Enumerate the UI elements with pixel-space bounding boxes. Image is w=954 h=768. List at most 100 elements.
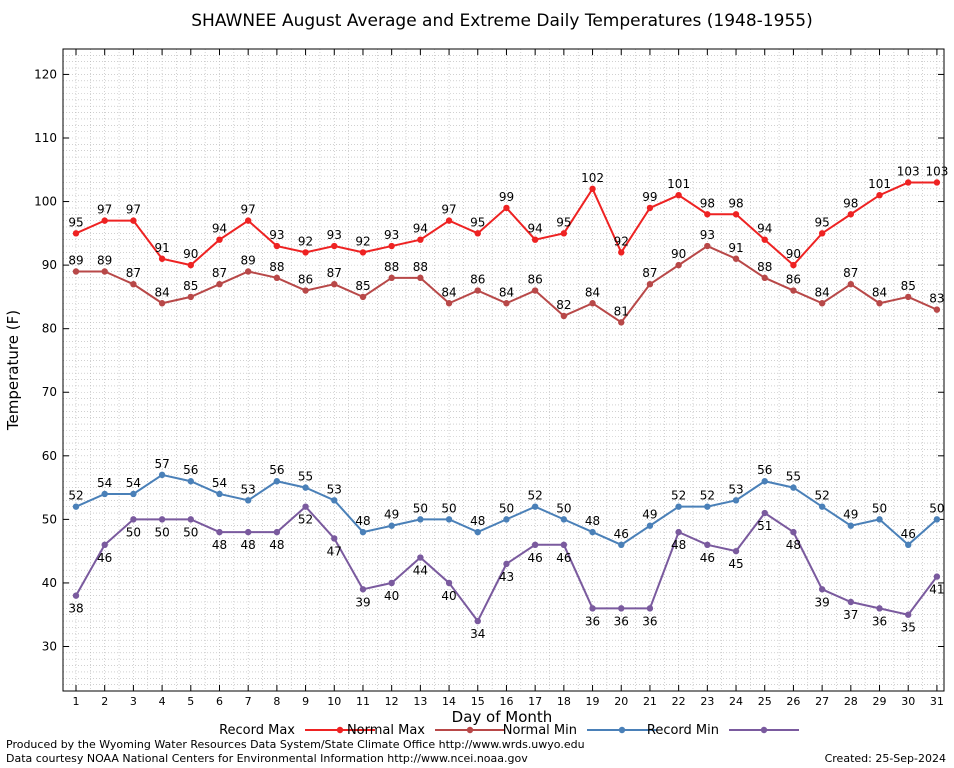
data-point-normal-max bbox=[560, 312, 568, 320]
data-label-record-min: 40 bbox=[384, 589, 399, 603]
data-point-record-min bbox=[560, 541, 568, 549]
x-tick-label: 19 bbox=[586, 695, 600, 708]
data-label-record-min: 36 bbox=[642, 614, 657, 628]
data-point-normal-min bbox=[589, 528, 596, 536]
data-point-record-min bbox=[158, 516, 166, 523]
data-label-record-max: 90 bbox=[786, 247, 801, 261]
x-tick-label: 6 bbox=[216, 695, 223, 708]
data-label-record-min: 52 bbox=[298, 513, 313, 527]
data-point-record-max bbox=[302, 249, 309, 256]
data-point-record-min bbox=[417, 554, 424, 561]
data-label-normal-max: 87 bbox=[327, 266, 342, 280]
y-tick-label: 50 bbox=[42, 512, 57, 526]
x-tick-label: 20 bbox=[614, 695, 628, 708]
data-point-record-min bbox=[474, 617, 481, 625]
data-point-normal-min bbox=[818, 503, 826, 510]
created-date: Created: 25-Sep-2024 bbox=[824, 752, 946, 765]
data-label-record-max: 98 bbox=[700, 196, 715, 210]
data-point-record-max bbox=[818, 230, 826, 237]
data-point-record-min bbox=[445, 579, 453, 587]
data-label-normal-min: 52 bbox=[528, 489, 543, 503]
x-tick-label: 24 bbox=[729, 695, 743, 708]
data-point-normal-max bbox=[216, 280, 223, 288]
data-point-record-min bbox=[646, 605, 654, 612]
data-point-record-max bbox=[388, 242, 395, 250]
data-point-normal-min bbox=[216, 490, 223, 498]
x-tick-label: 26 bbox=[786, 695, 800, 708]
data-label-normal-max: 90 bbox=[671, 247, 686, 261]
data-point-normal-min bbox=[417, 516, 424, 523]
data-label-normal-max: 93 bbox=[700, 228, 715, 242]
x-tick-label: 12 bbox=[385, 695, 399, 708]
data-point-normal-max bbox=[618, 319, 625, 326]
data-point-record-max bbox=[618, 249, 625, 256]
data-label-normal-min: 49 bbox=[384, 508, 399, 522]
data-label-normal-min: 50 bbox=[499, 501, 514, 515]
data-label-record-min: 36 bbox=[614, 614, 629, 628]
data-point-normal-max bbox=[503, 300, 510, 307]
data-point-record-min bbox=[72, 592, 80, 599]
y-tick-label: 40 bbox=[42, 576, 57, 590]
data-label-normal-min: 55 bbox=[298, 470, 313, 484]
data-label-normal-max: 86 bbox=[786, 273, 801, 287]
data-label-normal-min: 56 bbox=[269, 463, 284, 477]
data-label-normal-min: 57 bbox=[154, 457, 169, 471]
data-point-record-min bbox=[187, 516, 194, 523]
x-tick-label: 3 bbox=[130, 695, 137, 708]
data-label-record-min: 48 bbox=[671, 538, 686, 552]
x-tick-label: 9 bbox=[302, 695, 309, 708]
data-point-record-min bbox=[130, 516, 137, 523]
data-label-normal-max: 83 bbox=[929, 292, 944, 306]
data-label-normal-max: 91 bbox=[728, 241, 743, 255]
data-point-record-min bbox=[704, 541, 711, 549]
data-label-normal-min: 56 bbox=[183, 463, 198, 477]
data-label-normal-min: 54 bbox=[126, 476, 141, 490]
data-point-normal-min bbox=[244, 497, 252, 504]
data-point-normal-max bbox=[876, 300, 883, 307]
data-point-record-max bbox=[675, 191, 682, 199]
x-tick-label: 8 bbox=[273, 695, 280, 708]
data-label-record-min: 44 bbox=[413, 564, 428, 578]
data-label-normal-min: 50 bbox=[929, 501, 944, 515]
data-point-record-max bbox=[359, 249, 367, 256]
data-label-normal-min: 49 bbox=[843, 508, 858, 522]
data-point-normal-min bbox=[130, 490, 137, 498]
data-point-record-max bbox=[531, 236, 539, 243]
data-label-normal-max: 89 bbox=[97, 253, 112, 267]
data-point-record-max bbox=[130, 217, 137, 224]
data-label-record-max: 95 bbox=[556, 215, 571, 229]
x-tick-label: 13 bbox=[413, 695, 427, 708]
data-label-normal-max: 84 bbox=[814, 285, 829, 299]
x-tick-label: 31 bbox=[930, 695, 944, 708]
data-point-normal-max bbox=[847, 280, 855, 288]
legend-label: Record Min bbox=[647, 723, 719, 738]
data-point-normal-max bbox=[818, 300, 826, 307]
data-point-record-min bbox=[589, 605, 596, 612]
data-point-normal-min bbox=[618, 541, 625, 549]
data-label-record-max: 97 bbox=[126, 203, 141, 217]
data-point-normal-min bbox=[933, 516, 941, 523]
data-label-record-max: 98 bbox=[728, 196, 743, 210]
data-label-record-min: 37 bbox=[843, 608, 858, 622]
grid bbox=[63, 48, 944, 692]
data-point-record-min bbox=[818, 586, 826, 593]
x-tick-label: 28 bbox=[844, 695, 858, 708]
data-point-normal-max bbox=[790, 287, 797, 294]
data-point-record-min bbox=[790, 528, 797, 536]
legend-marker bbox=[760, 726, 768, 734]
data-label-normal-min: 53 bbox=[327, 482, 342, 496]
data-label-normal-min: 54 bbox=[97, 476, 112, 490]
data-label-record-max: 97 bbox=[97, 203, 112, 217]
data-point-record-min bbox=[388, 579, 395, 587]
data-point-normal-max bbox=[704, 242, 711, 250]
data-label-record-min: 40 bbox=[441, 589, 456, 603]
data-point-record-max bbox=[905, 179, 912, 186]
data-point-record-max bbox=[331, 242, 338, 250]
y-tick-label: 70 bbox=[42, 385, 57, 399]
data-label-record-max: 92 bbox=[355, 234, 370, 248]
data-label-normal-max: 86 bbox=[298, 273, 313, 287]
data-label-normal-max: 89 bbox=[241, 253, 256, 267]
data-point-normal-min bbox=[158, 471, 166, 479]
data-label-record-min: 47 bbox=[327, 544, 342, 558]
x-tick-label: 18 bbox=[557, 695, 571, 708]
